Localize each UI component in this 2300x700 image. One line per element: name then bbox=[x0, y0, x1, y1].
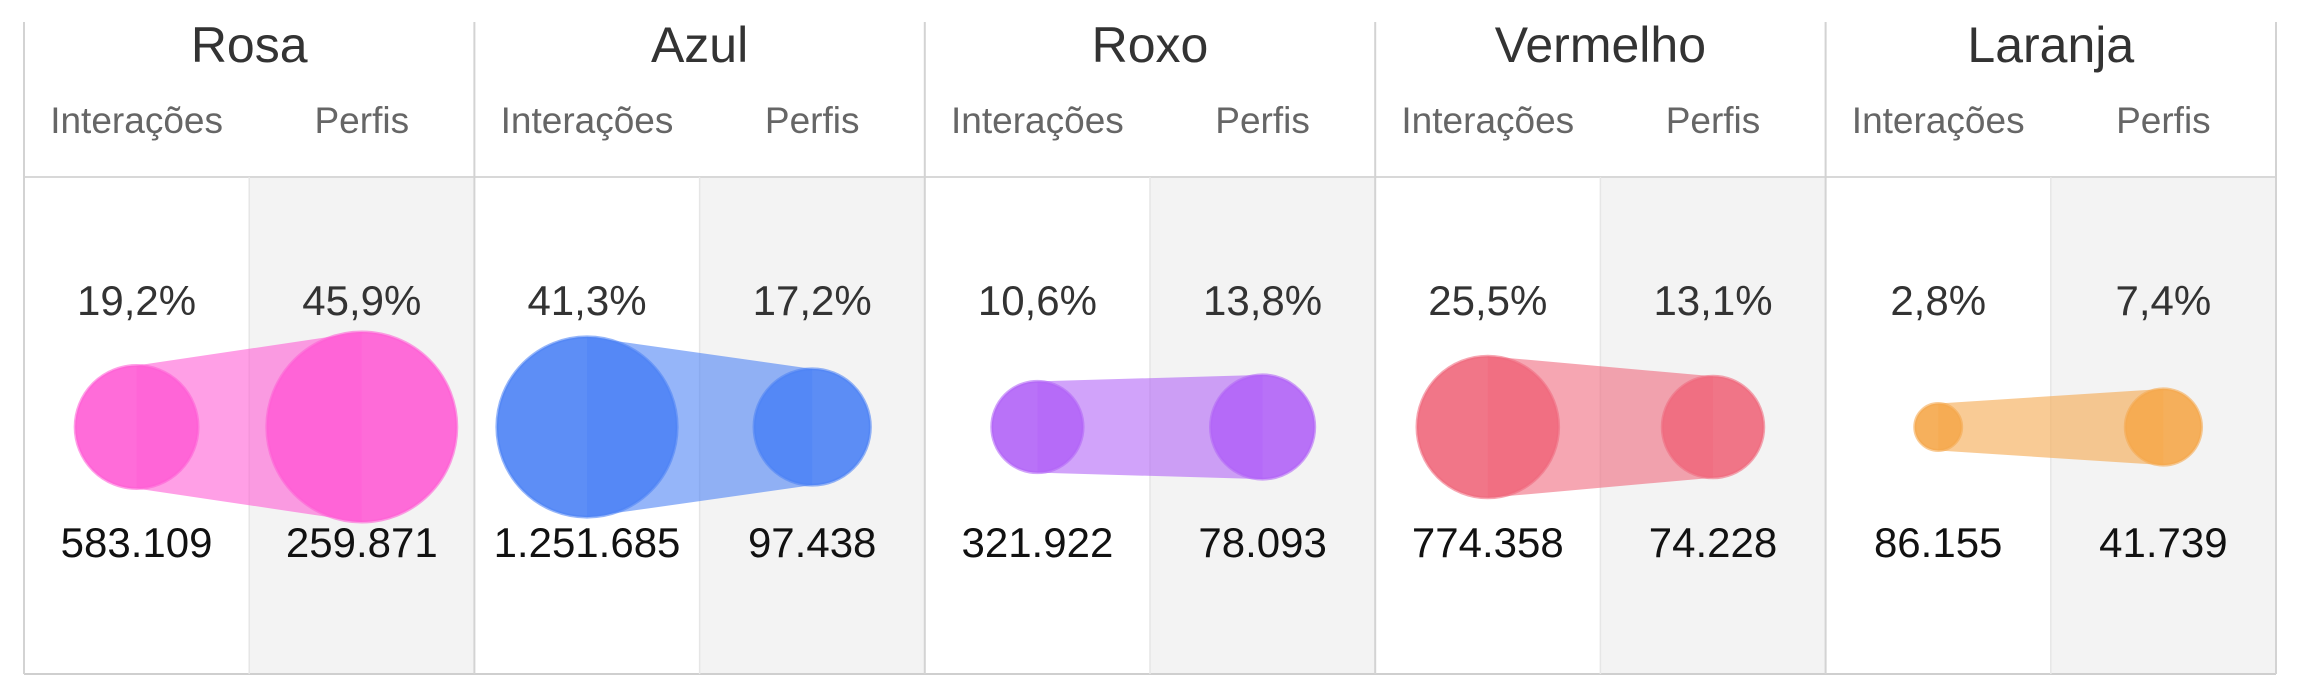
pct-label-interacoes: 25,5% bbox=[1428, 277, 1547, 324]
column-label-interacoes: Interações bbox=[50, 100, 223, 141]
pct-label-interacoes: 2,8% bbox=[1890, 277, 1986, 324]
column-label-perfis: Perfis bbox=[1666, 100, 1761, 141]
column-label-perfis: Perfis bbox=[315, 100, 410, 141]
column-label-interacoes: Interações bbox=[501, 100, 674, 141]
bubble-interacoes-roxo bbox=[990, 379, 1085, 475]
value-label-perfis: 97.438 bbox=[748, 519, 876, 566]
bubble-interacoes-laranja bbox=[1913, 402, 1964, 452]
column-label-perfis: Perfis bbox=[1215, 100, 1310, 141]
value-label-perfis: 259.871 bbox=[286, 519, 438, 566]
pct-label-perfis: 7,4% bbox=[2116, 277, 2212, 324]
column-label-perfis: Perfis bbox=[2116, 100, 2211, 141]
pct-label-interacoes: 19,2% bbox=[77, 277, 196, 324]
bubble-perfis-vermelho bbox=[1660, 374, 1766, 480]
pct-label-interacoes: 41,3% bbox=[527, 277, 646, 324]
value-label-interacoes: 321.922 bbox=[961, 519, 1113, 566]
bubble-perfis-rosa bbox=[265, 330, 459, 524]
bubble-interacoes-azul bbox=[495, 335, 679, 519]
bubble-perfis-laranja bbox=[2123, 387, 2204, 467]
bubble-interacoes-rosa bbox=[73, 364, 200, 490]
pct-label-perfis: 13,8% bbox=[1203, 277, 1322, 324]
value-label-perfis: 41.739 bbox=[2099, 519, 2227, 566]
value-label-interacoes: 1.251.685 bbox=[494, 519, 681, 566]
column-label-interacoes: Interações bbox=[1852, 100, 2025, 141]
value-label-perfis: 74.228 bbox=[1649, 519, 1777, 566]
group-title-azul: Azul bbox=[651, 17, 748, 73]
group-title-laranja: Laranja bbox=[1967, 17, 2134, 73]
value-label-interacoes: 583.109 bbox=[61, 519, 213, 566]
connector-band-laranja bbox=[1938, 388, 2164, 466]
group-title-rosa: Rosa bbox=[191, 17, 308, 73]
value-label-perfis: 78.093 bbox=[1198, 519, 1326, 566]
pct-label-perfis: 13,1% bbox=[1653, 277, 1772, 324]
group-title-roxo: Roxo bbox=[1092, 17, 1209, 73]
pct-label-perfis: 17,2% bbox=[753, 277, 872, 324]
bubble-perfis-azul bbox=[752, 367, 872, 487]
column-label-interacoes: Interações bbox=[951, 100, 1124, 141]
value-label-interacoes: 774.358 bbox=[1412, 519, 1564, 566]
column-label-interacoes: Interações bbox=[1401, 100, 1574, 141]
column-label-perfis: Perfis bbox=[765, 100, 860, 141]
pct-label-perfis: 45,9% bbox=[302, 277, 421, 324]
group-title-vermelho: Vermelho bbox=[1495, 17, 1706, 73]
bubble-perfis-roxo bbox=[1209, 373, 1317, 481]
value-label-interacoes: 86.155 bbox=[1874, 519, 2002, 566]
bubble-interacoes-vermelho bbox=[1415, 354, 1561, 500]
pct-label-interacoes: 10,6% bbox=[978, 277, 1097, 324]
connector-band-roxo bbox=[1037, 374, 1263, 480]
